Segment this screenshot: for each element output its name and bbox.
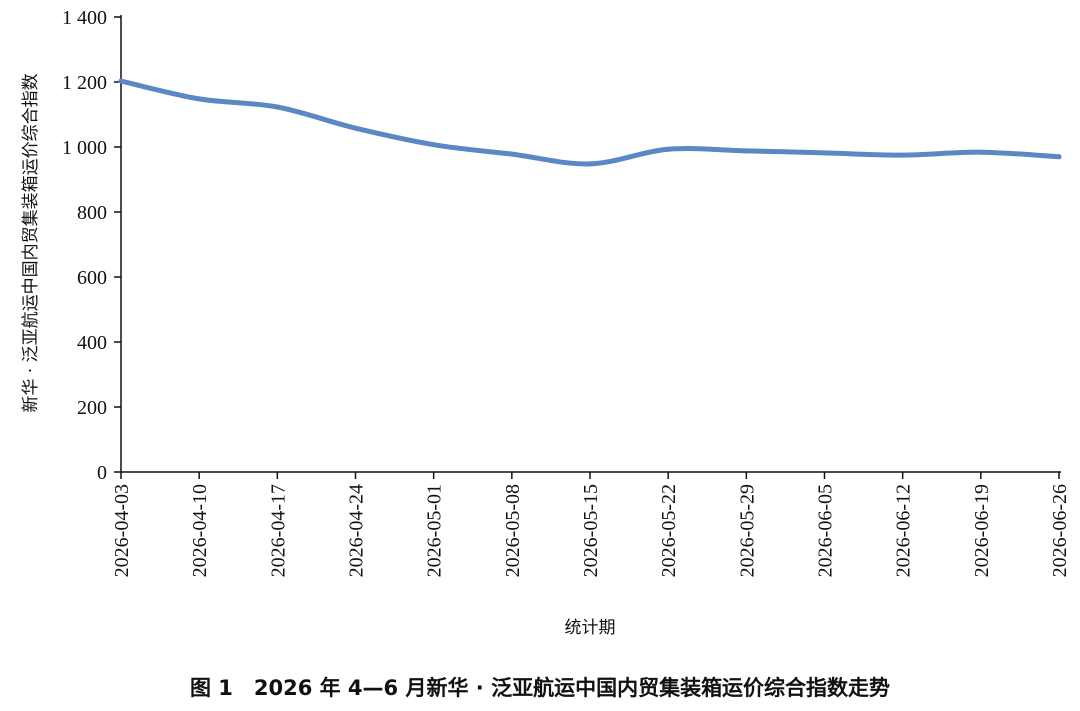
x-tick-label: 2026-05-08	[502, 484, 524, 577]
data-point	[900, 152, 906, 158]
x-tick-label: 2026-06-12	[893, 484, 915, 577]
x-tick-label: 2026-04-17	[267, 484, 289, 577]
y-tick-label: 200	[77, 397, 107, 419]
y-tick-label: 800	[77, 202, 107, 224]
data-point	[509, 151, 515, 157]
x-tick-label: 2026-05-01	[424, 484, 446, 577]
x-tick-label: 2026-06-26	[1049, 484, 1071, 577]
x-tick-label: 2026-04-03	[111, 484, 133, 577]
data-point	[587, 161, 593, 167]
data-point	[822, 150, 827, 156]
data-point	[196, 96, 202, 102]
figure-caption: 图 1 2026 年 4—6 月新华 · 泛亚航运中国内贸集装箱运价综合指数走势	[189, 676, 891, 700]
x-tick-label: 2026-05-29	[736, 484, 758, 577]
y-tick-label: 1 000	[62, 137, 107, 159]
data-point	[274, 104, 280, 110]
x-tick-label: 2026-04-24	[346, 484, 368, 577]
x-tick-label: 2026-04-10	[189, 484, 211, 577]
y-tick-label: 400	[77, 332, 107, 354]
y-tick-label: 1 200	[62, 72, 107, 94]
series-line	[118, 78, 1062, 167]
x-axis-title: 统计期	[565, 618, 616, 638]
x-tick-label: 2026-05-22	[658, 484, 680, 577]
data-point	[1056, 154, 1062, 160]
chart-axes	[120, 15, 1061, 473]
data-point	[665, 146, 671, 152]
y-tick-label: 1 400	[62, 7, 107, 29]
y-tick-label: 0	[97, 462, 107, 484]
x-tick-label: 2026-05-15	[580, 484, 602, 577]
y-tick-label: 600	[77, 267, 107, 289]
data-point	[431, 142, 437, 148]
axis-ticks: 0 200 400 600 800 1 000 1 200 1 400 2026-04-03 20…	[62, 7, 1071, 577]
data-point	[353, 125, 358, 131]
x-tick-label: 2026-06-19	[971, 484, 993, 577]
data-point	[743, 148, 749, 154]
series-layer	[118, 78, 1062, 167]
data-point	[118, 78, 124, 84]
y-axis-title: 新华 · 泛亚航运中国内贸集装箱运价综合指数	[21, 73, 41, 412]
x-tick-label: 2026-06-05	[815, 484, 837, 577]
data-point	[978, 149, 984, 155]
